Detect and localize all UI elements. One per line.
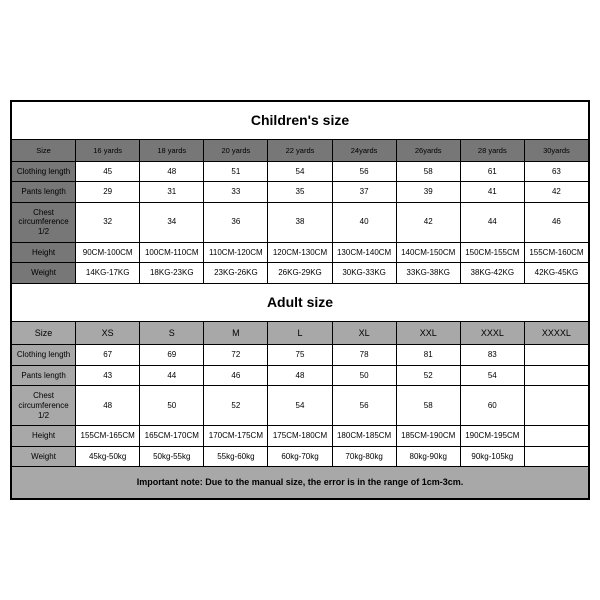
- size-chart: Children's size Size 16 yards 18 yards 2…: [10, 100, 590, 501]
- adult-col-7: XXXL: [460, 321, 524, 345]
- children-header-row: Size 16 yards 18 yards 20 yards 22 yards…: [12, 139, 589, 161]
- adult-col-5: XL: [332, 321, 396, 345]
- row-label: Clothing length: [12, 161, 76, 182]
- table-row: Pants length43444648505254: [12, 365, 589, 386]
- adult-col-0: Size: [12, 321, 76, 345]
- adult-col-8: XXXXL: [524, 321, 588, 345]
- adult-col-4: L: [268, 321, 332, 345]
- children-col-3: 20 yards: [204, 139, 268, 161]
- row-label: Pants length: [12, 182, 76, 203]
- children-title: Children's size: [12, 101, 589, 139]
- row-label: Weight: [12, 263, 76, 284]
- row-label: Chest circumference 1/2: [12, 386, 76, 426]
- adult-col-2: S: [140, 321, 204, 345]
- row-label: Height: [12, 242, 76, 263]
- table-row: Chest circumference 1/23234363840424446: [12, 202, 589, 242]
- adult-col-1: XS: [76, 321, 140, 345]
- table-row: Weight45kg-50kg50kg-55kg55kg-60kg60kg-70…: [12, 446, 589, 467]
- children-col-6: 26yards: [396, 139, 460, 161]
- row-label: Pants length: [12, 365, 76, 386]
- table-row: Weight14KG-17KG18KG-23KG23KG-26KG26KG-29…: [12, 263, 589, 284]
- table-row: Clothing length67697275788183: [12, 345, 589, 366]
- table-row: Height155CM-165CM165CM-170CM170CM-175CM1…: [12, 426, 589, 447]
- row-label: Weight: [12, 446, 76, 467]
- important-note: Important note: Due to the manual size, …: [12, 467, 589, 499]
- children-col-4: 22 yards: [268, 139, 332, 161]
- table-row: Clothing length4548515456586163: [12, 161, 589, 182]
- children-col-1: 16 yards: [76, 139, 140, 161]
- children-col-8: 30yards: [524, 139, 588, 161]
- table-row: Height90CM-100CM100CM-110CM110CM-120CM12…: [12, 242, 589, 263]
- adult-title: Adult size: [12, 283, 589, 321]
- children-size-table: Children's size Size 16 yards 18 yards 2…: [11, 101, 589, 500]
- children-col-7: 28 yards: [460, 139, 524, 161]
- children-col-2: 18 yards: [140, 139, 204, 161]
- table-row: Pants length2931333537394142: [12, 182, 589, 203]
- row-label: Clothing length: [12, 345, 76, 366]
- table-row: Chest circumference 1/248505254565860: [12, 386, 589, 426]
- row-label: Height: [12, 426, 76, 447]
- adult-col-3: M: [204, 321, 268, 345]
- row-label: Chest circumference 1/2: [12, 202, 76, 242]
- children-col-5: 24yards: [332, 139, 396, 161]
- adult-header-row: Size XS S M L XL XXL XXXL XXXXL: [12, 321, 589, 345]
- adult-col-6: XXL: [396, 321, 460, 345]
- children-col-0: Size: [12, 139, 76, 161]
